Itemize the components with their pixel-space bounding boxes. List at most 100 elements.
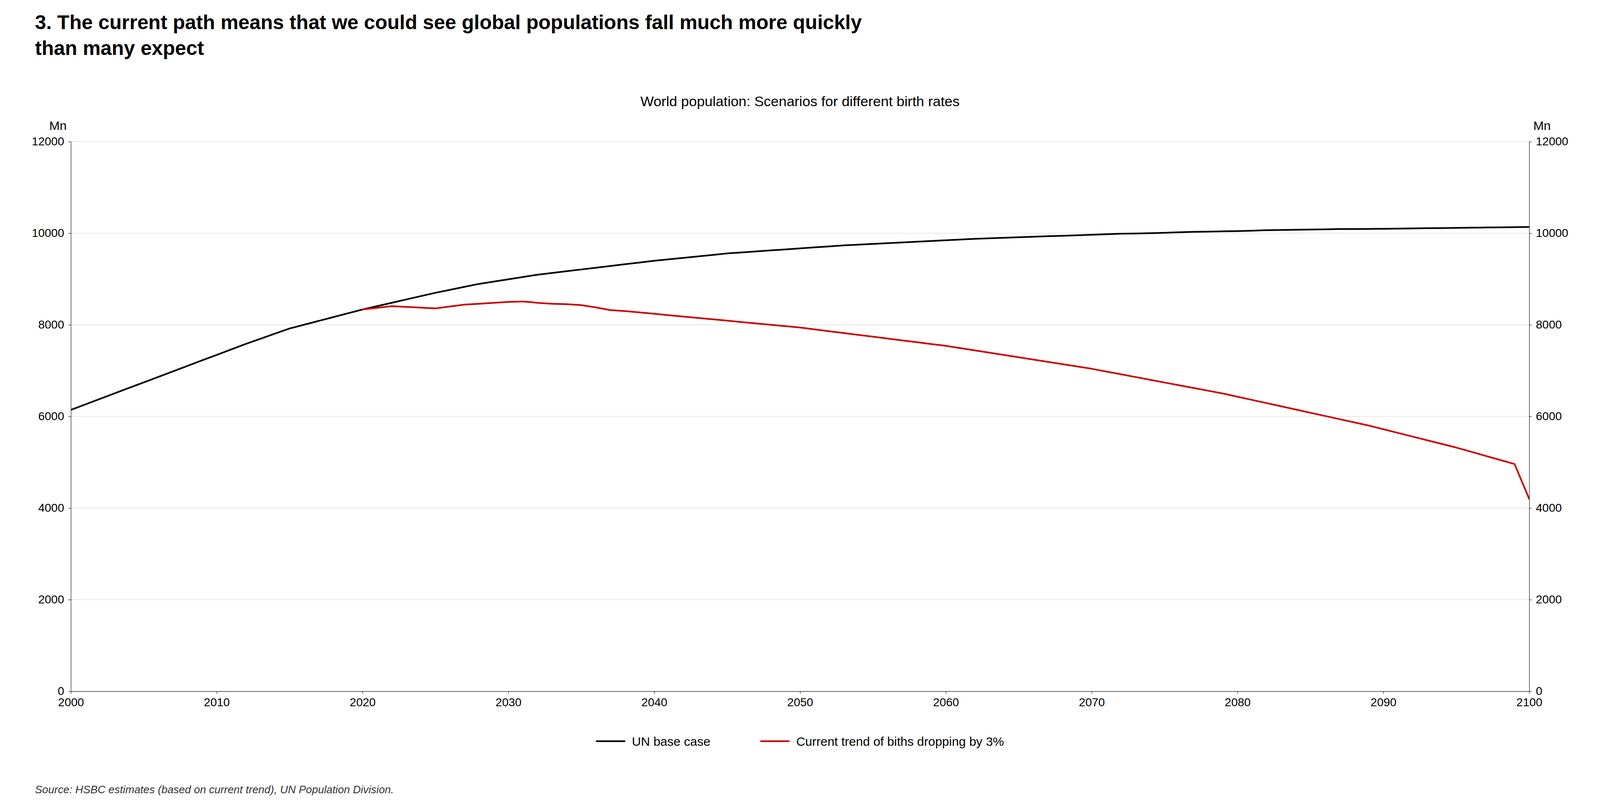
legend-label: UN base case — [631, 735, 710, 749]
tick-mark — [68, 600, 71, 601]
tick: 0 — [57, 685, 71, 698]
series-group — [70, 227, 1530, 500]
grid-line — [70, 416, 1530, 418]
series-line — [70, 227, 1530, 410]
tick-mark — [508, 691, 509, 695]
tick-label: 10000 — [31, 226, 65, 240]
tick-label: 8000 — [1535, 318, 1562, 332]
tick-label: 12000 — [31, 135, 65, 148]
tick: 12000 — [1529, 135, 1569, 148]
grid-line — [70, 141, 1530, 143]
grid-line — [70, 324, 1530, 326]
tick-label: 4000 — [38, 501, 65, 515]
y-axis: 0 2000 4000 6000 8000 10000 12000 — [31, 135, 71, 698]
tick: 6000 — [38, 410, 71, 423]
source-note: Source: HSBC estimates (based on current… — [35, 783, 394, 797]
axis-line — [1529, 142, 1533, 693]
legend-swatch — [595, 740, 625, 743]
tick-label: 2100 — [1516, 696, 1543, 710]
tick: 2050 — [787, 691, 813, 710]
tick-label: 2020 — [349, 696, 376, 710]
tick: 10000 — [31, 226, 71, 240]
tick-mark — [1529, 416, 1532, 418]
tick-mark — [68, 141, 71, 143]
tick-label: 2010 — [203, 696, 230, 710]
tick-mark — [1529, 600, 1532, 601]
tick: 2020 — [349, 691, 376, 710]
tick: 8000 — [38, 318, 71, 332]
axis-line — [68, 142, 72, 693]
tick: 2070 — [1078, 691, 1105, 710]
tick-mark — [68, 233, 71, 234]
y2-axis: 0 2000 4000 6000 8000 10000 12000 — [1529, 135, 1569, 698]
tick-mark — [1383, 691, 1384, 695]
tick-label: 2000 — [57, 696, 84, 710]
tick-mark — [362, 691, 363, 695]
tick-label: 12000 — [1535, 135, 1569, 148]
tick-label: 6000 — [1535, 410, 1562, 423]
title: 3. The current path means that we could … — [35, 11, 863, 60]
legend-item: Current trend of biths dropping by 3% — [760, 735, 1005, 749]
tick-mark — [68, 508, 71, 509]
tick-label: 0 — [1535, 685, 1543, 698]
series-line — [362, 301, 1530, 500]
tick: 2060 — [932, 691, 959, 710]
legend-swatch — [760, 740, 790, 743]
plot: World population: Scenarios for differen… — [31, 93, 1569, 710]
tick: 2090 — [1370, 691, 1397, 710]
tick: 2000 — [38, 593, 71, 607]
tick: 12000 — [31, 135, 71, 148]
axis-line — [71, 692, 1530, 695]
tick-mark — [1529, 691, 1532, 693]
tick-label: 2080 — [1224, 696, 1251, 710]
tick-label: 2070 — [1078, 696, 1105, 710]
tick-mark — [1237, 691, 1238, 695]
tick-label: 2090 — [1370, 696, 1397, 710]
tick-mark — [1529, 141, 1532, 143]
grid-line — [70, 232, 1530, 234]
grid — [70, 141, 1530, 692]
y2-axis-label: Mn — [1533, 118, 1551, 133]
tick: 4000 — [38, 501, 71, 515]
chart: 3. The current path means that we could … — [0, 0, 1600, 812]
subtitle: World population: Scenarios for differen… — [640, 93, 960, 110]
tick: 2000 — [1529, 593, 1562, 607]
tick-mark — [1091, 691, 1093, 695]
tick: 10000 — [1529, 226, 1569, 240]
legend: UN base case Current trend of biths dropp… — [595, 735, 1004, 749]
tick-mark — [800, 691, 801, 695]
tick-label: 10000 — [1535, 226, 1569, 240]
legend-label: Current trend of biths dropping by 3% — [796, 735, 1005, 749]
tick-label: 2030 — [495, 696, 522, 710]
legend-item: UN base case — [595, 735, 710, 749]
tick-mark — [68, 691, 71, 693]
tick-label: 2060 — [932, 696, 959, 710]
tick-label: 2000 — [1535, 593, 1562, 607]
tick-mark — [1529, 508, 1532, 509]
tick-mark — [1529, 233, 1532, 234]
tick-mark — [654, 691, 655, 695]
y-axis-label: Mn — [49, 118, 67, 133]
tick-mark — [945, 691, 947, 695]
tick: 8000 — [1529, 318, 1562, 332]
tick-label: 0 — [57, 685, 65, 698]
tick-label: 2050 — [787, 696, 813, 710]
tick: 2030 — [495, 691, 522, 710]
tick: 2010 — [203, 691, 230, 710]
tick: 2080 — [1224, 691, 1251, 710]
x-axis: 2000 2010 2020 2030 2040 2050 2060 2070 2080 2090… — [57, 691, 1543, 710]
tick-mark — [68, 325, 71, 326]
tick-label: 2000 — [38, 593, 65, 607]
tick: 4000 — [1529, 501, 1562, 515]
tick: 2040 — [641, 691, 668, 710]
tick-mark — [216, 691, 218, 695]
tick-mark — [1529, 325, 1532, 326]
tick-label: 2040 — [641, 696, 668, 710]
tick-mark — [68, 416, 71, 418]
tick-label: 8000 — [38, 318, 65, 332]
grid-line — [70, 507, 1530, 509]
tick-label: 4000 — [1535, 501, 1562, 515]
tick: 0 — [1529, 685, 1543, 698]
grid-line — [70, 599, 1530, 601]
tick: 6000 — [1529, 410, 1562, 423]
